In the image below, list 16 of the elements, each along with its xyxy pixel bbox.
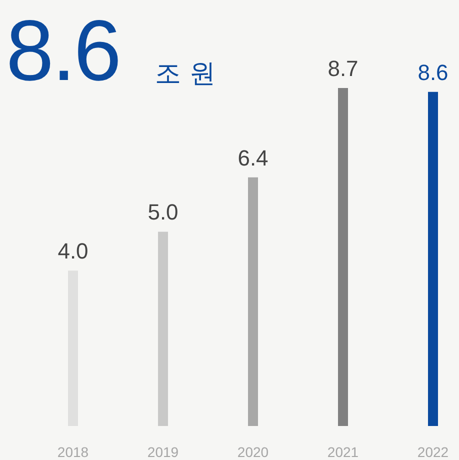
data-label: 4.0 bbox=[58, 238, 88, 264]
x-tick-label: 2019 bbox=[147, 444, 179, 460]
chart-subtitle: 조 원 bbox=[155, 59, 216, 89]
x-tick-label: 2021 bbox=[327, 444, 359, 460]
bar bbox=[338, 88, 348, 426]
x-tick-label: 2022 bbox=[417, 444, 449, 460]
x-tick-label: 2020 bbox=[237, 444, 269, 460]
data-label: 8.7 bbox=[328, 56, 358, 81]
bar bbox=[158, 232, 168, 426]
bar bbox=[428, 92, 438, 426]
chart-title: 8.6 bbox=[6, 3, 120, 99]
bar bbox=[248, 177, 258, 426]
x-tick-label: 2018 bbox=[57, 444, 89, 460]
data-label: 6.4 bbox=[238, 145, 268, 170]
data-label: 5.0 bbox=[148, 200, 178, 225]
data-label: 8.6 bbox=[418, 60, 448, 85]
